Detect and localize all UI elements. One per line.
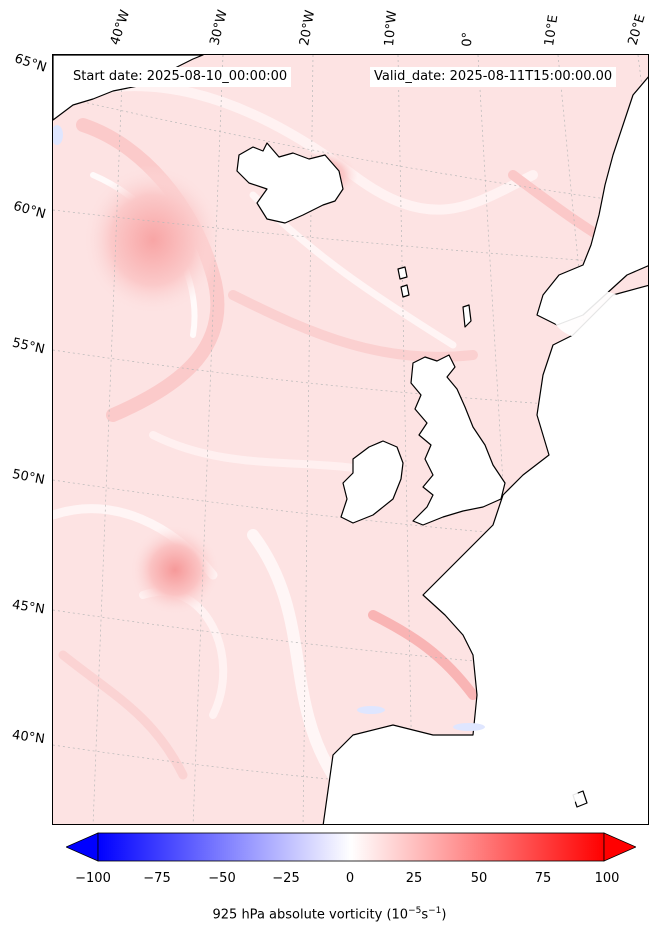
- colorbar-label-mid: s: [421, 907, 429, 923]
- land-highlights: [373, 290, 648, 815]
- lon-label-0: 0°: [460, 31, 476, 47]
- colorbar-label-exp2: −1: [428, 906, 442, 916]
- valid-date-label: Valid_date: 2025-08-11T15:00:00.00: [370, 67, 617, 87]
- colorbar-max-arrow: [603, 832, 636, 862]
- lat-label-45n: 45°N: [11, 597, 46, 618]
- negative-patches: [53, 125, 485, 731]
- colorbar-label-prefix: 925 hPa absolute vorticity (10: [212, 907, 409, 923]
- start-date-label: Start date: 2025-08-10_00:00:00: [69, 67, 292, 87]
- lon-label-20e: 20°E: [625, 12, 649, 47]
- lon-label-30w: 30°W: [207, 8, 231, 47]
- colorbar-tick: −50: [208, 871, 236, 886]
- colorbar: [66, 832, 636, 862]
- colorbar-tick: −75: [143, 871, 171, 886]
- vortex-north-atlantic: [83, 165, 223, 315]
- great-britain-coast: [410, 354, 506, 526]
- lon-label-10e: 10°E: [542, 13, 562, 47]
- continental-europe-coast: [322, 284, 648, 824]
- iceland-coast: [236, 142, 344, 224]
- lat-label-65n: 65°N: [12, 51, 49, 76]
- lon-label-40w: 40°W: [107, 8, 134, 47]
- colorbar-tick: 50: [470, 871, 488, 886]
- lat-label-60n: 60°N: [11, 198, 48, 223]
- colorbar-tick: 0: [345, 871, 355, 886]
- colorbar-tick: 100: [594, 871, 620, 886]
- colorbar-tick: 75: [534, 871, 552, 886]
- scandinavia-coast: [536, 76, 648, 326]
- ireland-coast: [340, 440, 404, 524]
- colorbar-label-exp1: −5: [408, 906, 422, 916]
- vorticity-map: [53, 55, 648, 824]
- colorbar-tick: 25: [405, 871, 423, 886]
- lon-label-10w: 10°W: [382, 9, 401, 47]
- lat-label-50n: 50°N: [10, 467, 46, 488]
- colorbar-tick: −25: [272, 871, 300, 886]
- colorbar-label: 925 hPa absolute vorticity (10−5s−1): [0, 906, 659, 922]
- lat-label-40n: 40°N: [11, 727, 46, 748]
- colorbar-label-suffix: ): [441, 907, 447, 923]
- map-panel: Start date: 2025-08-10_00:00:00 Valid_da…: [52, 54, 649, 825]
- colorbar-tick: −100: [75, 871, 111, 886]
- colorbar-gradient: [97, 832, 605, 862]
- vortex-mid-atlantic: [130, 525, 220, 615]
- colorbar-min-arrow: [66, 832, 99, 862]
- lon-label-20w: 20°W: [297, 9, 319, 48]
- lat-label-55n: 55°N: [10, 335, 47, 358]
